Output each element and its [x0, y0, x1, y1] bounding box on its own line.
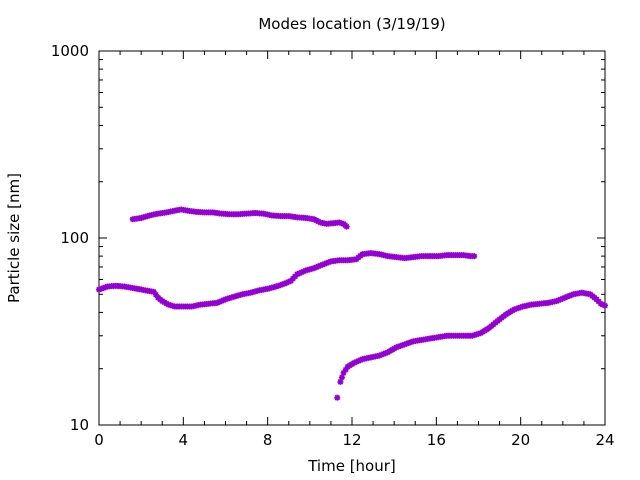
data-point: [321, 260, 328, 267]
x-tick-label: 12: [342, 431, 361, 449]
data-point: [559, 295, 566, 302]
data-points: [96, 206, 608, 401]
data-point: [353, 358, 360, 365]
x-tick-label: 8: [263, 431, 273, 449]
data-point: [357, 357, 364, 364]
x-tick-label: 4: [179, 431, 189, 449]
data-point: [317, 262, 324, 269]
data-point: [568, 292, 575, 299]
data-point: [294, 271, 301, 278]
data-point: [564, 293, 571, 300]
data-point: [602, 302, 608, 309]
data-point: [220, 297, 227, 304]
data-point: [300, 268, 307, 275]
axis-tick-labels: 0 4 8 12 16 20 24 10 100 1000: [51, 42, 615, 449]
x-tick-label: 16: [427, 431, 446, 449]
data-point: [599, 301, 606, 308]
data-point: [557, 296, 564, 303]
data-point: [315, 263, 322, 270]
x-tick-label: 0: [94, 431, 104, 449]
data-point: [311, 265, 318, 272]
data-point: [380, 350, 387, 357]
data-point: [338, 374, 345, 381]
data-point: [555, 297, 562, 304]
data-point: [342, 366, 349, 373]
data-point: [376, 352, 383, 359]
y-tick-label: 1000: [51, 42, 89, 60]
x-tick-label: 24: [595, 431, 614, 449]
data-point: [150, 288, 157, 295]
data-point: [325, 259, 332, 266]
data-point: [216, 298, 223, 305]
data-point: [561, 294, 568, 301]
data-point: [597, 300, 604, 307]
y-tick-label: 100: [60, 229, 89, 247]
chart-title: Modes location (3/19/19): [258, 15, 445, 33]
plot-frame: [98, 50, 606, 426]
data-point: [340, 369, 347, 376]
data-point: [214, 299, 221, 306]
data-point: [285, 278, 292, 285]
data-point: [337, 378, 344, 385]
data-point: [323, 260, 330, 267]
axis-ticks: [98, 50, 606, 426]
data-point: [319, 261, 326, 268]
data-point: [553, 298, 560, 305]
data-point: [382, 350, 389, 357]
data-point: [355, 357, 362, 364]
data-point: [378, 351, 385, 358]
x-tick-label: 20: [511, 431, 530, 449]
y-axis-label: Particle size [nm]: [5, 173, 23, 303]
data-point: [566, 292, 573, 299]
data-point: [281, 280, 288, 287]
data-point: [313, 264, 320, 271]
data-point: [351, 359, 358, 366]
data-point: [298, 269, 305, 276]
data-point: [343, 223, 350, 230]
y-tick-label: 10: [70, 416, 89, 434]
data-point: [296, 270, 303, 277]
data-point: [471, 253, 478, 260]
data-point: [334, 394, 341, 401]
data-point: [152, 291, 159, 298]
data-point: [283, 279, 290, 286]
x-axis-label: Time [hour]: [307, 457, 396, 475]
data-point: [218, 298, 225, 305]
